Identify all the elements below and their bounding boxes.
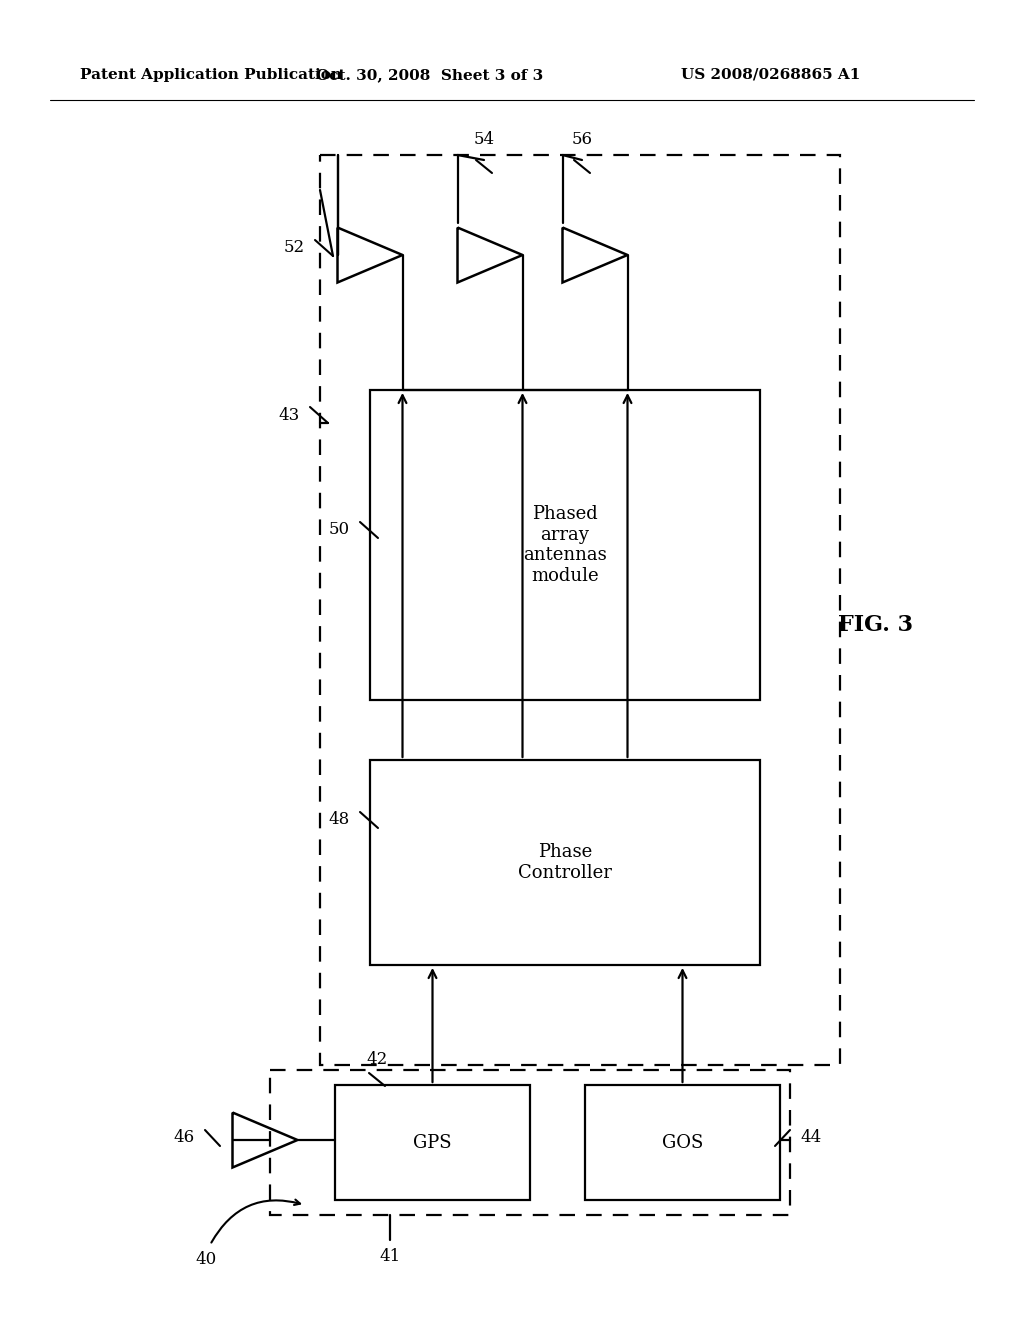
Text: 56: 56 [571,131,593,148]
Bar [370,389,760,700]
Text: 50: 50 [329,521,350,539]
Text: GOS: GOS [662,1134,703,1151]
Text: Patent Application Publication: Patent Application Publication [80,69,342,82]
Text: 44: 44 [800,1130,821,1147]
Text: 52: 52 [284,239,305,256]
Text: Oct. 30, 2008  Sheet 3 of 3: Oct. 30, 2008 Sheet 3 of 3 [316,69,544,82]
Bar [585,1085,780,1200]
Text: 42: 42 [367,1051,388,1068]
Text: US 2008/0268865 A1: US 2008/0268865 A1 [681,69,860,82]
Bar [270,1071,790,1214]
Text: 48: 48 [329,812,350,829]
Bar [319,154,840,1065]
Text: 40: 40 [195,1251,216,1269]
Text: 54: 54 [473,131,495,148]
Text: 43: 43 [279,407,300,424]
Text: Phased
array
antennas
module: Phased array antennas module [523,504,607,585]
Bar [335,1085,530,1200]
Text: Phase
Controller: Phase Controller [518,843,612,882]
Text: 41: 41 [379,1247,400,1265]
Text: FIG. 3: FIG. 3 [838,614,912,636]
Text: GPS: GPS [414,1134,452,1151]
Bar [370,760,760,965]
Text: 46: 46 [174,1130,195,1147]
